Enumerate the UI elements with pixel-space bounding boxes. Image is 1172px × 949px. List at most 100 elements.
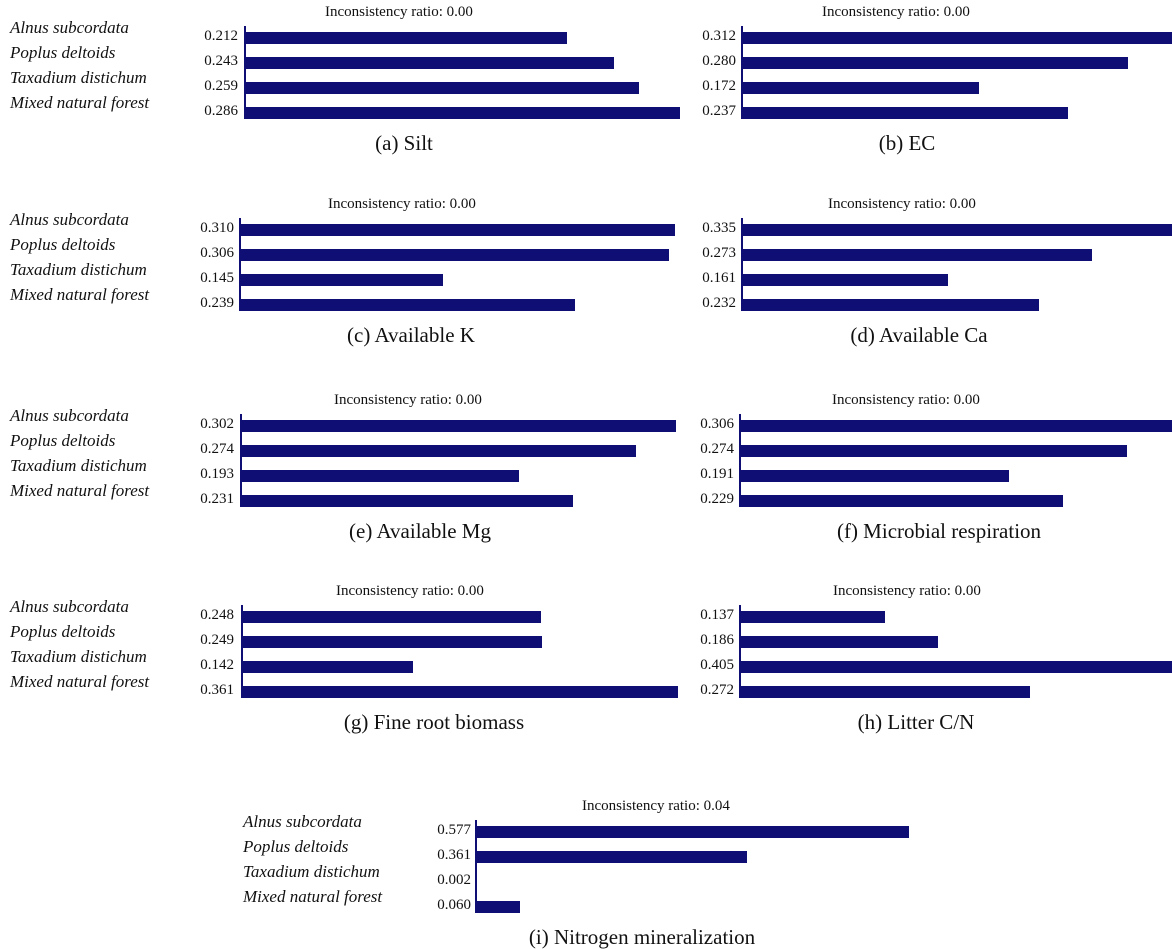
value-label: 0.002: [437, 872, 471, 888]
value-label: 0.193: [200, 466, 234, 482]
value-label: 0.243: [204, 53, 238, 69]
species-label: Mixed natural forest: [10, 93, 150, 112]
value-label: 0.145: [200, 270, 234, 286]
bar: [241, 611, 542, 623]
inconsistency-ratio: Inconsistency ratio: 0.04: [582, 798, 730, 814]
value-label: 0.259: [204, 78, 238, 94]
value-label: 0.229: [700, 491, 734, 507]
category-axis: [741, 218, 743, 306]
value-label: 0.172: [702, 78, 736, 94]
value-label: 0.161: [702, 270, 736, 286]
bar: [244, 57, 615, 69]
species-label: Alnus subcordata: [10, 597, 129, 616]
bar: [741, 224, 1172, 236]
panel-caption: (f) Microbial respiration: [836, 519, 1042, 543]
species-label: Alnus subcordata: [243, 812, 362, 831]
value-label: 0.060: [437, 897, 471, 913]
inconsistency-ratio: Inconsistency ratio: 0.00: [336, 583, 484, 599]
species-label: Mixed natural forest: [10, 481, 150, 500]
species-label: Poplus deltoids: [243, 837, 349, 856]
bar: [739, 636, 938, 648]
category-axis: [739, 605, 741, 693]
value-label: 0.137: [700, 607, 734, 623]
category-axis: [241, 605, 243, 693]
value-label: 0.272: [700, 682, 734, 698]
value-label: 0.212: [204, 28, 238, 44]
category-axis: [239, 218, 241, 306]
bar: [239, 274, 443, 286]
inconsistency-ratio: Inconsistency ratio: 0.00: [833, 583, 981, 599]
value-label: 0.306: [200, 245, 234, 261]
bar: [741, 82, 979, 94]
bar: [739, 445, 1127, 457]
bar: [739, 420, 1172, 432]
bar: [239, 249, 670, 261]
value-label: 0.361: [437, 847, 471, 863]
bar: [475, 851, 747, 863]
bar: [741, 57, 1128, 69]
species-label: Alnus subcordata: [10, 18, 129, 37]
panel-caption: (i) Nitrogen mineralization: [528, 925, 756, 949]
value-label: 0.237: [702, 103, 736, 119]
species-label: Alnus subcordata: [10, 406, 129, 425]
bar: [241, 636, 543, 648]
value-label: 0.232: [702, 295, 736, 311]
bar: [240, 420, 676, 432]
value-label: 0.312: [702, 28, 736, 44]
inconsistency-ratio: Inconsistency ratio: 0.00: [328, 196, 476, 212]
bar: [741, 32, 1172, 44]
species-label: Poplus deltoids: [10, 622, 116, 641]
bar: [739, 495, 1064, 507]
category-axis: [244, 26, 246, 114]
bar: [240, 495, 574, 507]
species-label: Taxadium distichum: [10, 68, 147, 87]
category-axis: [741, 26, 743, 114]
category-axis: [475, 820, 477, 908]
value-label: 0.239: [200, 295, 234, 311]
bar: [244, 32, 568, 44]
panel-caption: (g) Fine root biomass: [343, 710, 525, 734]
bar: [241, 686, 678, 698]
inconsistency-ratio: Inconsistency ratio: 0.00: [334, 392, 482, 408]
species-label: Taxadium distichum: [10, 456, 147, 475]
value-label: 0.248: [200, 607, 234, 623]
value-label: 0.273: [702, 245, 736, 261]
bar: [241, 661, 413, 673]
bar: [240, 445, 636, 457]
value-label: 0.286: [204, 103, 238, 119]
bar: [741, 249, 1093, 261]
value-label: 0.231: [200, 491, 234, 507]
bar: [244, 82, 639, 94]
value-label: 0.191: [700, 466, 734, 482]
value-label: 0.280: [702, 53, 736, 69]
value-label: 0.274: [200, 441, 234, 457]
species-label: Mixed natural forest: [243, 887, 383, 906]
value-label: 0.310: [200, 220, 234, 236]
panel-caption: (e) Available Mg: [349, 519, 491, 543]
panel-caption: (b) EC: [878, 131, 936, 155]
panel-caption: (c) Available K: [347, 323, 475, 347]
inconsistency-ratio: Inconsistency ratio: 0.00: [828, 196, 976, 212]
value-label: 0.302: [200, 416, 234, 432]
inconsistency-ratio: Inconsistency ratio: 0.00: [325, 4, 473, 20]
panel-caption: (d) Available Ca: [850, 323, 988, 347]
bar: [240, 470, 519, 482]
panel-caption: (h) Litter C/N: [857, 710, 975, 734]
category-axis: [240, 414, 242, 502]
bar: [239, 299, 576, 311]
value-label: 0.361: [200, 682, 234, 698]
species-label: Mixed natural forest: [10, 672, 150, 691]
bar: [475, 901, 521, 913]
species-label: Taxadium distichum: [243, 862, 380, 881]
value-label: 0.142: [200, 657, 234, 673]
value-label: 0.405: [700, 657, 734, 673]
bar: [739, 661, 1172, 673]
value-label: 0.186: [700, 632, 734, 648]
category-axis: [739, 414, 741, 502]
panel-caption: (a) Silt: [375, 131, 433, 155]
inconsistency-ratio: Inconsistency ratio: 0.00: [822, 4, 970, 20]
bar: [741, 299, 1040, 311]
species-label: Poplus deltoids: [10, 235, 116, 254]
bar: [739, 686, 1030, 698]
bar: [475, 826, 909, 838]
